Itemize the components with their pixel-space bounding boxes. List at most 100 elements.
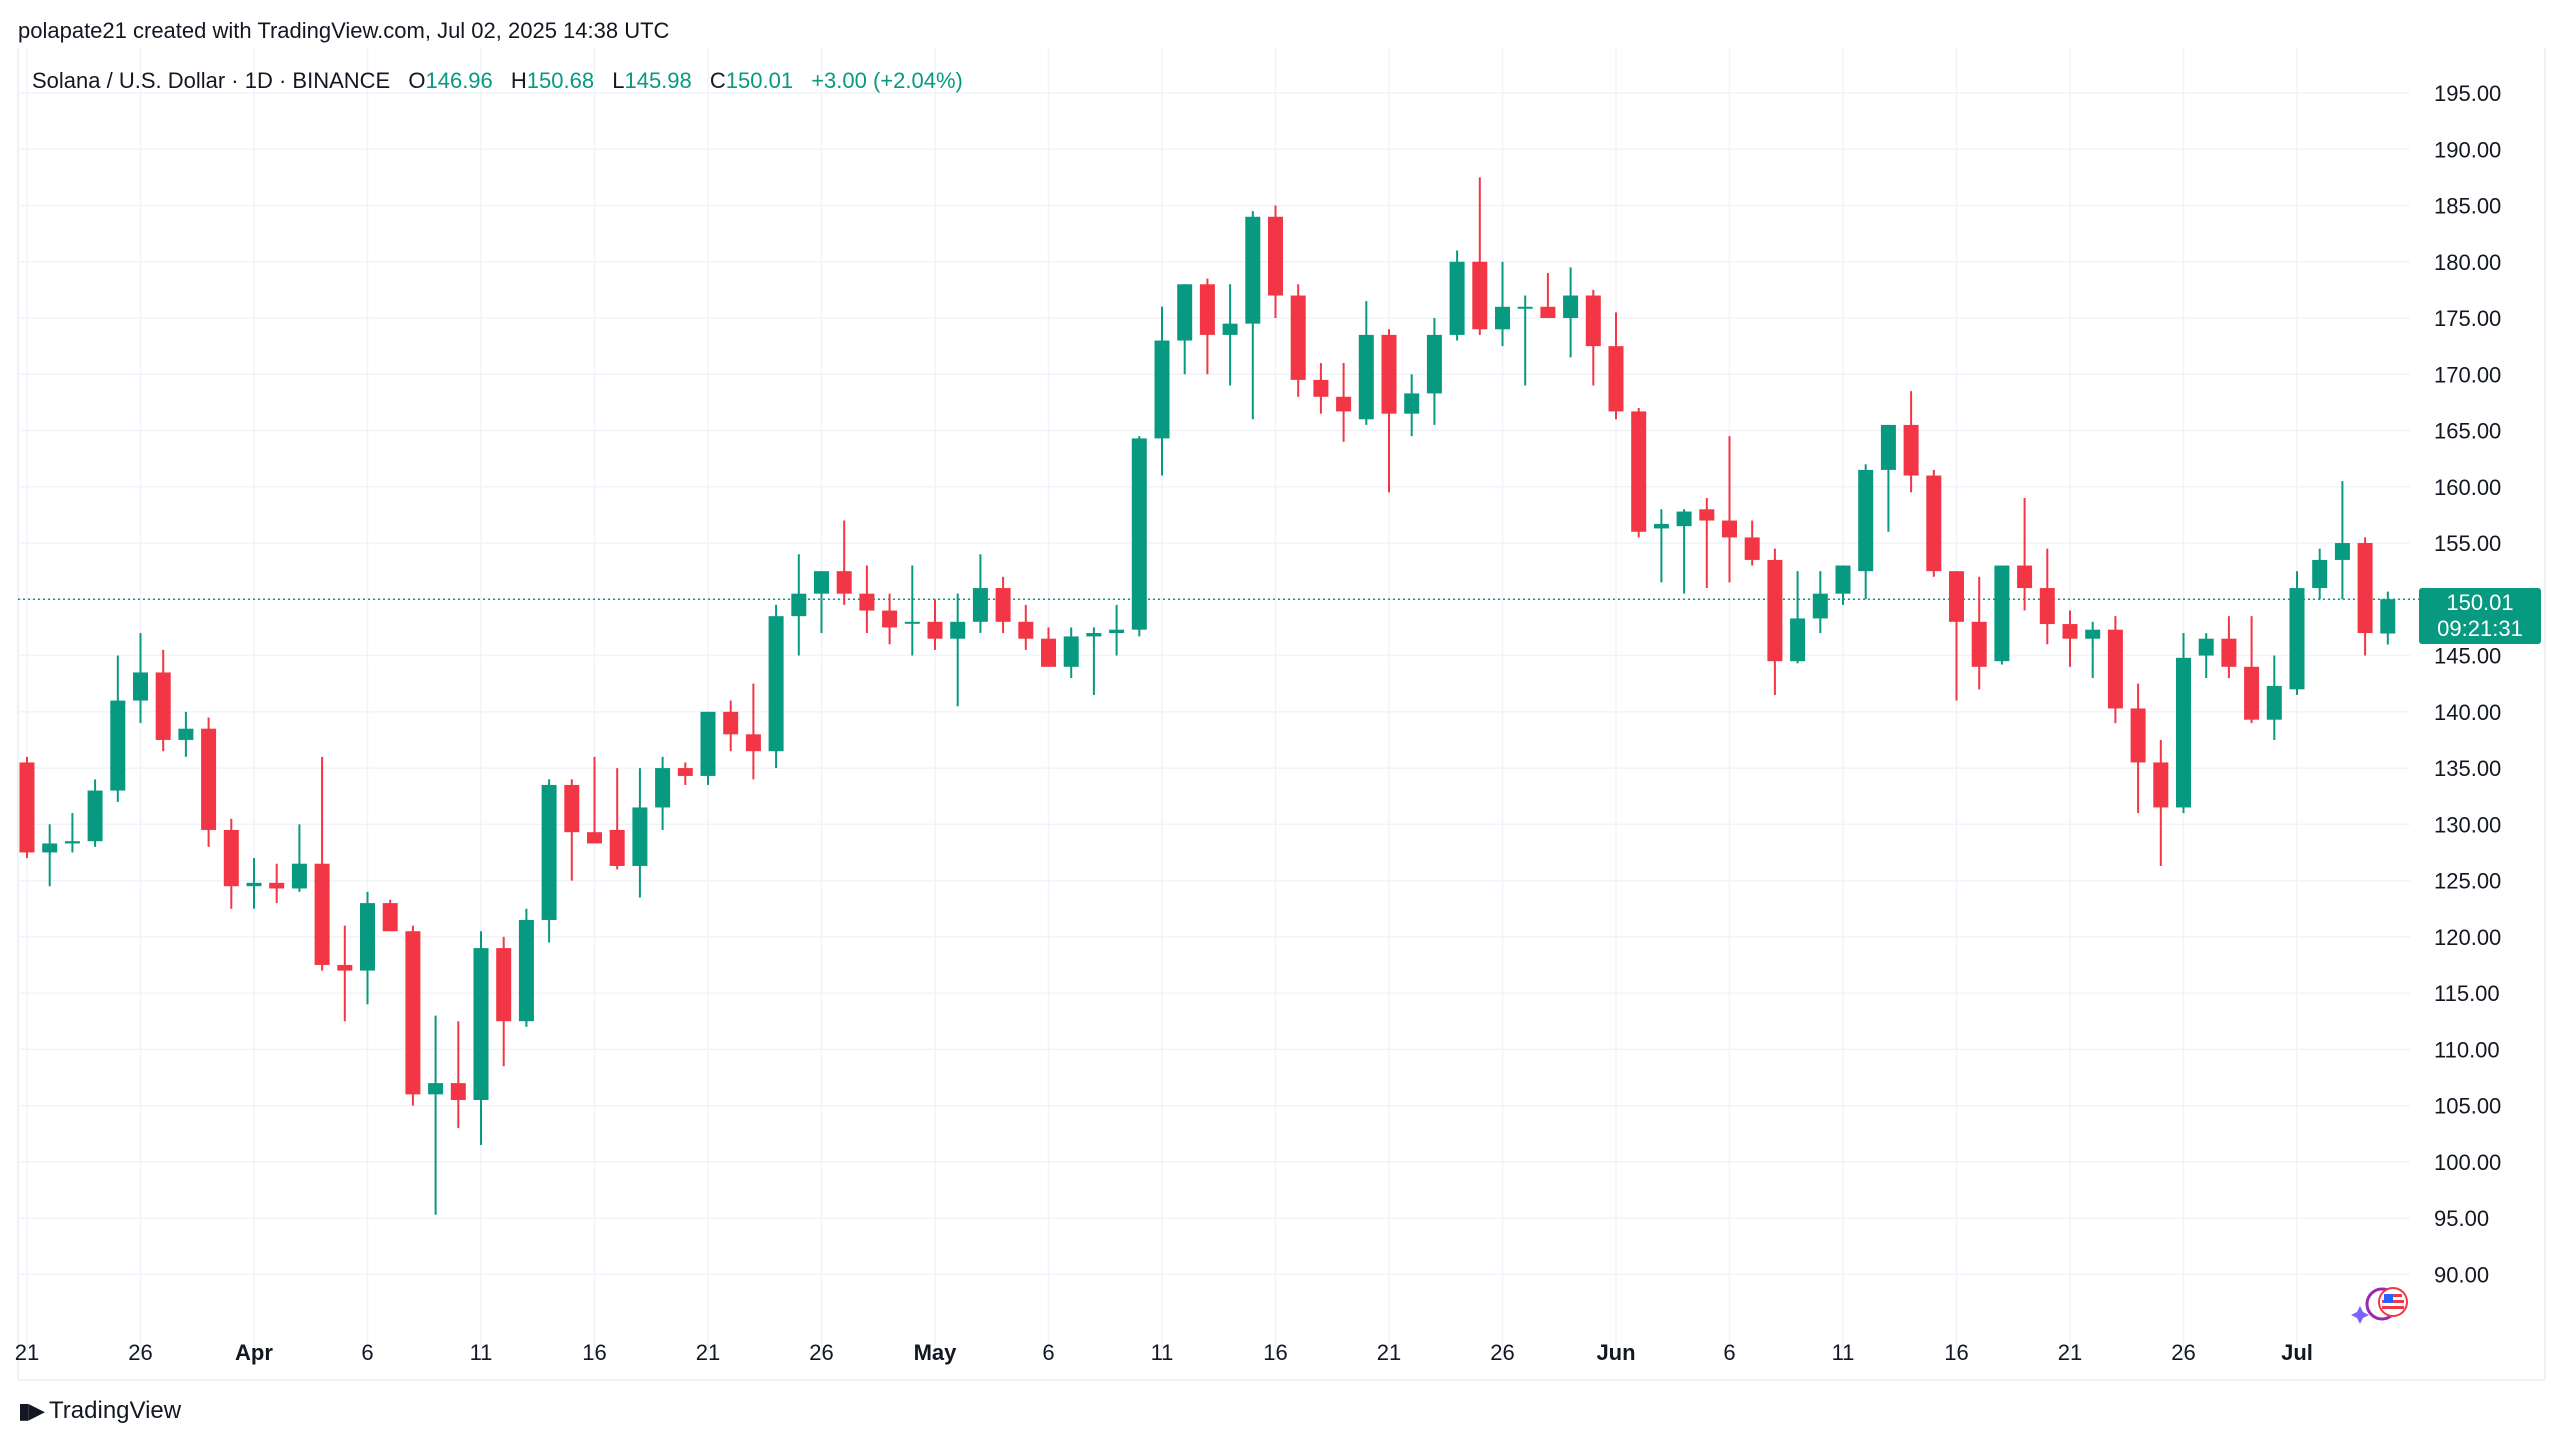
candle bbox=[541, 779, 557, 943]
candle-body bbox=[428, 1083, 444, 1095]
candle-body bbox=[1676, 511, 1692, 527]
price-tick-label: 195.00 bbox=[2434, 81, 2501, 106]
candle-body bbox=[1631, 411, 1647, 532]
candle bbox=[291, 824, 307, 892]
candle bbox=[2357, 537, 2373, 656]
candle bbox=[1835, 565, 1851, 605]
time-tick-label: 16 bbox=[582, 1340, 606, 1365]
candle bbox=[2266, 655, 2282, 740]
candle-body bbox=[42, 843, 58, 853]
tradingview-logo[interactable]: ▮▶ TradingView bbox=[18, 1397, 181, 1425]
candle-body bbox=[1971, 621, 1987, 667]
candle bbox=[1313, 363, 1329, 414]
candle-body bbox=[473, 948, 489, 1100]
candle-body bbox=[1585, 295, 1601, 347]
candle bbox=[405, 925, 421, 1106]
candle-body bbox=[1199, 284, 1215, 335]
time-tick-label: 16 bbox=[1944, 1340, 1968, 1365]
candle-body bbox=[1812, 593, 1828, 619]
candle-body bbox=[1018, 621, 1034, 639]
change-value: +3.00 (+2.04%) bbox=[811, 68, 963, 93]
candle-body bbox=[1994, 565, 2010, 662]
candle-body bbox=[541, 784, 557, 920]
candle bbox=[700, 711, 716, 785]
candle bbox=[1585, 289, 1601, 386]
candle-body bbox=[632, 807, 648, 866]
time-axis[interactable]: 21 26 Apr 6 11 16 21 26 May 6 11 16 21 26 Jun 6 11 16 21 26… bbox=[15, 1340, 2313, 1365]
candle-body bbox=[1426, 334, 1442, 394]
candle-body bbox=[859, 593, 875, 611]
candle-body bbox=[291, 863, 307, 889]
candle-body bbox=[1608, 346, 1624, 412]
sparkle-flag-badge-icon[interactable] bbox=[2350, 1280, 2410, 1328]
candle-body bbox=[2357, 543, 2373, 634]
candle-body bbox=[1268, 216, 1283, 296]
candle bbox=[1495, 261, 1510, 347]
candle bbox=[1880, 424, 1896, 532]
candle-body bbox=[2017, 565, 2033, 589]
candle bbox=[19, 756, 35, 859]
last-price-label: 150.01 09:21:31 bbox=[2419, 588, 2541, 644]
time-tick-label: 26 bbox=[2171, 1340, 2195, 1365]
candle bbox=[723, 700, 739, 752]
candle bbox=[1517, 295, 1533, 386]
candle-body bbox=[1449, 261, 1465, 335]
time-tick-label: 21 bbox=[696, 1340, 720, 1365]
candle-body bbox=[1835, 565, 1851, 594]
candle-body bbox=[64, 841, 80, 844]
candle bbox=[927, 599, 943, 650]
candle bbox=[1109, 604, 1125, 656]
candle bbox=[995, 576, 1011, 634]
grid bbox=[17, 48, 2546, 1381]
candle bbox=[2039, 548, 2055, 645]
candle-body bbox=[1245, 216, 1261, 324]
candle-body bbox=[2289, 588, 2305, 690]
candle-body bbox=[609, 829, 625, 866]
candle bbox=[859, 565, 875, 634]
price-axis[interactable]: 195.00 190.00 185.00 180.00 175.00 170.00 165.… bbox=[2434, 81, 2501, 1287]
candle-body bbox=[950, 621, 966, 639]
open-label: O bbox=[408, 68, 426, 93]
candle-body bbox=[1790, 618, 1806, 662]
candle bbox=[2334, 481, 2350, 600]
candle-body bbox=[2062, 624, 2078, 639]
candle bbox=[518, 908, 534, 1027]
candle bbox=[1926, 469, 1942, 577]
low-value: 145.98 bbox=[624, 68, 692, 93]
candle-body bbox=[677, 768, 693, 776]
candle-body bbox=[1472, 261, 1488, 330]
candle-body bbox=[269, 882, 285, 889]
candle-body bbox=[178, 728, 194, 740]
candle-body bbox=[87, 790, 103, 842]
candle bbox=[1154, 306, 1170, 476]
candle bbox=[1903, 391, 1919, 493]
candle bbox=[2289, 571, 2305, 695]
candle-body bbox=[723, 711, 739, 735]
candle-body bbox=[2244, 666, 2260, 720]
candle bbox=[1404, 374, 1420, 437]
candle-body bbox=[927, 621, 943, 639]
candle-body bbox=[382, 903, 398, 932]
candle bbox=[1426, 318, 1442, 425]
candle bbox=[87, 779, 103, 847]
candle bbox=[2130, 683, 2146, 814]
candle-body bbox=[1222, 323, 1238, 335]
time-tick-label: May bbox=[914, 1340, 958, 1365]
candle bbox=[2085, 621, 2101, 679]
candle-body bbox=[1086, 633, 1102, 637]
high-label: H bbox=[510, 68, 527, 93]
time-tick-label: Apr bbox=[235, 1340, 273, 1365]
candle-body bbox=[2266, 685, 2282, 720]
candle bbox=[473, 931, 489, 1145]
price-tick-label: 135.00 bbox=[2434, 756, 2501, 781]
candle-body bbox=[2198, 638, 2214, 656]
candle-body bbox=[1109, 629, 1125, 634]
candle-body bbox=[1903, 424, 1919, 476]
candle-body bbox=[1336, 396, 1352, 412]
price-tick-label: 190.00 bbox=[2434, 137, 2501, 162]
candle-body bbox=[201, 728, 217, 830]
time-tick-label: 21 bbox=[2058, 1340, 2082, 1365]
price-tick-label: 110.00 bbox=[2434, 1037, 2500, 1062]
candle-body bbox=[1744, 537, 1760, 560]
